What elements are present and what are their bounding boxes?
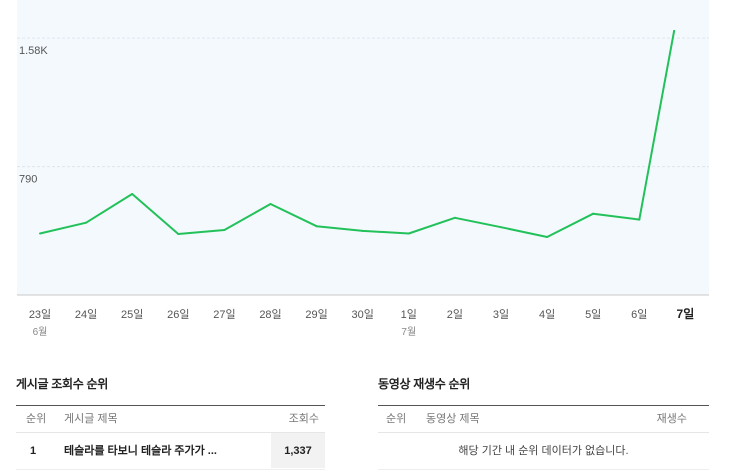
post-title-column-header: 게시글 제목 xyxy=(64,413,118,425)
plot-background xyxy=(17,0,709,295)
video-title-column-header: 동영상 제목 xyxy=(426,413,480,425)
plays-column-header: 재생수 xyxy=(656,413,687,425)
rank-column-header: 순위 xyxy=(26,413,47,425)
x-tick-label: 4일 xyxy=(539,307,555,321)
daily-views-line-chart: 790 1.58K 23일 6월 24일 25일 26일 27일 28일 29일 30일 1일 7월 2일… xyxy=(17,0,709,338)
empty-state-message: 해당 기간 내 순위 데이터가 없습니다. xyxy=(378,433,709,470)
x-month-label: 6월 xyxy=(33,326,48,338)
x-tick-label: 27일 xyxy=(213,307,235,321)
data-point xyxy=(500,226,502,229)
data-point xyxy=(546,235,549,238)
video-ranking-header-row: 순위 동영상 제목 재생수 xyxy=(378,405,709,433)
x-tick-label: 3일 xyxy=(493,307,509,321)
data-point xyxy=(453,216,456,219)
video-plays-ranking-panel: 동영상 재생수 순위 순위 동영상 제목 재생수 해당 기간 내 순위 데이터가… xyxy=(378,376,709,470)
x-tick-label: 28일 xyxy=(259,307,281,321)
x-tick-label: 6일 xyxy=(631,307,647,321)
rank-cell: 1 xyxy=(30,445,37,457)
x-tick-label: 29일 xyxy=(305,307,327,321)
x-tick-label: 23일 xyxy=(29,307,51,321)
data-point xyxy=(407,232,410,235)
post-views-ranking-panel: 게시글 조회수 순위 순위 게시글 제목 조회수 1 테슬라를 타보니 테슬라 … xyxy=(16,376,325,470)
x-tick-label: 30일 xyxy=(352,307,374,321)
x-tick-label: 24일 xyxy=(75,307,97,321)
y-tick-label: 790 xyxy=(19,174,37,186)
x-tick-label: 7일 xyxy=(677,307,695,321)
data-point xyxy=(315,225,318,228)
rank-column-header: 순위 xyxy=(386,413,407,425)
x-tick-label: 5일 xyxy=(585,307,601,321)
y-tick-label: 1.58K xyxy=(19,45,48,57)
data-point xyxy=(361,229,364,232)
views-cell: 1,337 xyxy=(271,433,325,468)
data-point xyxy=(269,202,272,205)
x-tick-label: 1일 xyxy=(401,307,417,321)
data-point xyxy=(592,212,595,215)
data-point xyxy=(39,232,41,235)
x-tick-label: 2일 xyxy=(447,307,463,321)
data-point xyxy=(638,218,641,221)
x-tick-label: 25일 xyxy=(121,307,143,321)
post-ranking-header-row: 순위 게시글 제목 조회수 xyxy=(16,405,325,433)
data-point xyxy=(131,193,134,196)
data-point xyxy=(223,228,226,231)
video-ranking-title: 동영상 재생수 순위 xyxy=(378,377,470,391)
x-month-label: 7월 xyxy=(401,326,416,338)
views-column-header: 조회수 xyxy=(288,413,319,425)
data-point xyxy=(177,233,180,236)
table-row[interactable]: 1 테슬라를 타보니 테슬라 주가가 ... 1,337 xyxy=(16,433,325,470)
post-title-link[interactable]: 테슬라를 타보니 테슬라 주가가 ... xyxy=(64,445,217,457)
x-tick-label: 26일 xyxy=(167,307,189,321)
data-point xyxy=(85,221,88,224)
post-ranking-title: 게시글 조회수 순위 xyxy=(16,377,108,391)
